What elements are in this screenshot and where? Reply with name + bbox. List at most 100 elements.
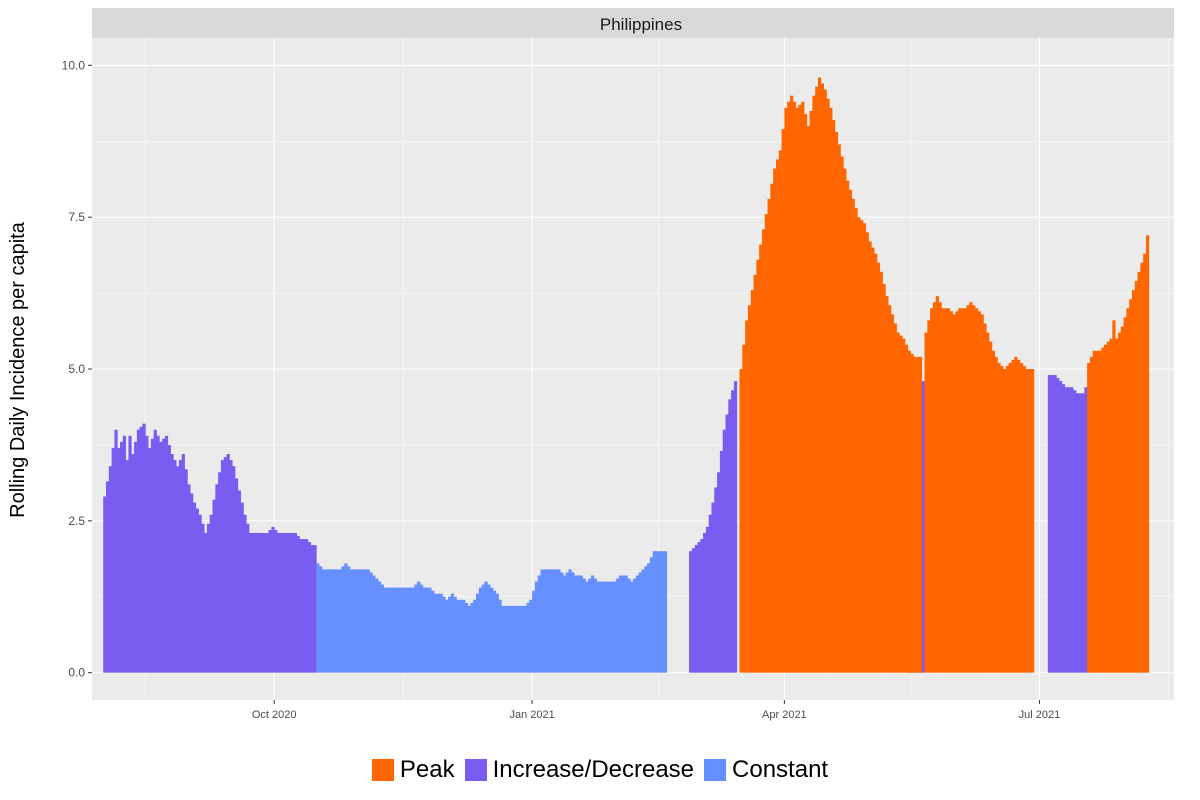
bar bbox=[767, 198, 771, 673]
bar bbox=[355, 569, 359, 673]
bar bbox=[846, 180, 850, 673]
bar bbox=[890, 314, 895, 673]
bar bbox=[602, 581, 606, 673]
bar bbox=[952, 314, 956, 673]
bar bbox=[215, 484, 219, 673]
bar bbox=[1053, 375, 1057, 673]
bar bbox=[543, 569, 547, 673]
bar bbox=[484, 581, 488, 673]
bar bbox=[316, 563, 320, 673]
panel-strip bbox=[92, 8, 1174, 38]
bar bbox=[134, 441, 138, 673]
bar bbox=[159, 441, 163, 673]
bar bbox=[490, 587, 494, 673]
bar bbox=[209, 514, 213, 673]
bar bbox=[243, 514, 247, 673]
bar bbox=[829, 107, 833, 673]
y-axis-label: Rolling Daily Incidence per capita bbox=[7, 221, 29, 518]
bar bbox=[439, 593, 443, 673]
bar bbox=[588, 578, 592, 673]
bar bbox=[1003, 369, 1007, 673]
bar bbox=[941, 308, 945, 673]
bar bbox=[391, 587, 396, 673]
y-tick-label: 7.5 bbox=[68, 210, 85, 224]
bar bbox=[453, 596, 457, 673]
y-axis: 0.0 2.5 5.0 7.5 10.0 bbox=[62, 58, 92, 680]
bar bbox=[164, 435, 169, 673]
bar bbox=[1137, 271, 1141, 673]
bar bbox=[613, 581, 617, 673]
bar bbox=[291, 532, 295, 673]
bar bbox=[352, 569, 356, 673]
bar bbox=[240, 502, 244, 673]
bar bbox=[815, 86, 819, 673]
bar bbox=[1061, 384, 1066, 673]
bar bbox=[498, 599, 502, 673]
y-tick-label: 0.0 bbox=[68, 666, 85, 680]
bar bbox=[380, 584, 384, 673]
bar bbox=[644, 566, 648, 673]
legend-label-constant: Constant bbox=[732, 756, 829, 783]
bar bbox=[775, 159, 780, 673]
bar bbox=[433, 593, 438, 673]
bar bbox=[1028, 369, 1032, 673]
bar bbox=[299, 539, 303, 673]
bar bbox=[321, 569, 326, 673]
bar bbox=[548, 569, 553, 673]
bar bbox=[1059, 381, 1063, 673]
bar bbox=[377, 581, 382, 673]
bar bbox=[383, 587, 387, 673]
bar bbox=[117, 447, 121, 673]
bar bbox=[333, 569, 337, 673]
bar bbox=[935, 296, 939, 673]
bar bbox=[579, 575, 583, 673]
bar bbox=[787, 101, 791, 673]
bar bbox=[260, 532, 264, 673]
bar bbox=[879, 271, 883, 673]
bar bbox=[731, 390, 735, 673]
bar bbox=[310, 545, 314, 673]
bar bbox=[557, 569, 561, 673]
bar bbox=[226, 454, 230, 673]
bar bbox=[840, 156, 844, 673]
bar bbox=[428, 587, 432, 673]
bar bbox=[476, 593, 480, 673]
bar bbox=[125, 460, 129, 673]
bar bbox=[882, 283, 886, 673]
bar bbox=[604, 581, 609, 673]
bar bbox=[916, 356, 920, 673]
bar bbox=[411, 587, 415, 673]
bar bbox=[546, 569, 550, 673]
bar bbox=[223, 457, 227, 673]
bar bbox=[974, 308, 979, 673]
bar bbox=[784, 107, 788, 673]
bar bbox=[857, 217, 861, 673]
bar bbox=[394, 587, 398, 673]
bar bbox=[232, 466, 236, 673]
bar bbox=[257, 532, 261, 673]
bar bbox=[728, 399, 732, 673]
bar bbox=[425, 587, 429, 673]
bar bbox=[913, 356, 917, 673]
bar bbox=[190, 493, 194, 673]
bar bbox=[705, 526, 710, 673]
bar bbox=[414, 584, 418, 673]
bar bbox=[478, 587, 483, 673]
bar bbox=[1140, 262, 1144, 673]
bar bbox=[1112, 320, 1116, 673]
bar bbox=[834, 132, 839, 673]
bar bbox=[459, 599, 463, 673]
legend-swatch-peak bbox=[371, 759, 394, 781]
bar bbox=[450, 593, 455, 673]
bar bbox=[1067, 387, 1071, 673]
bar bbox=[1098, 350, 1102, 673]
bar bbox=[658, 551, 662, 673]
legend-label-increase-decrease: Increase/Decrease bbox=[492, 756, 695, 783]
bar bbox=[170, 454, 174, 673]
bar bbox=[1070, 387, 1074, 673]
bar bbox=[293, 532, 298, 673]
bar bbox=[136, 429, 141, 673]
bar bbox=[874, 253, 878, 673]
bar bbox=[818, 77, 822, 673]
